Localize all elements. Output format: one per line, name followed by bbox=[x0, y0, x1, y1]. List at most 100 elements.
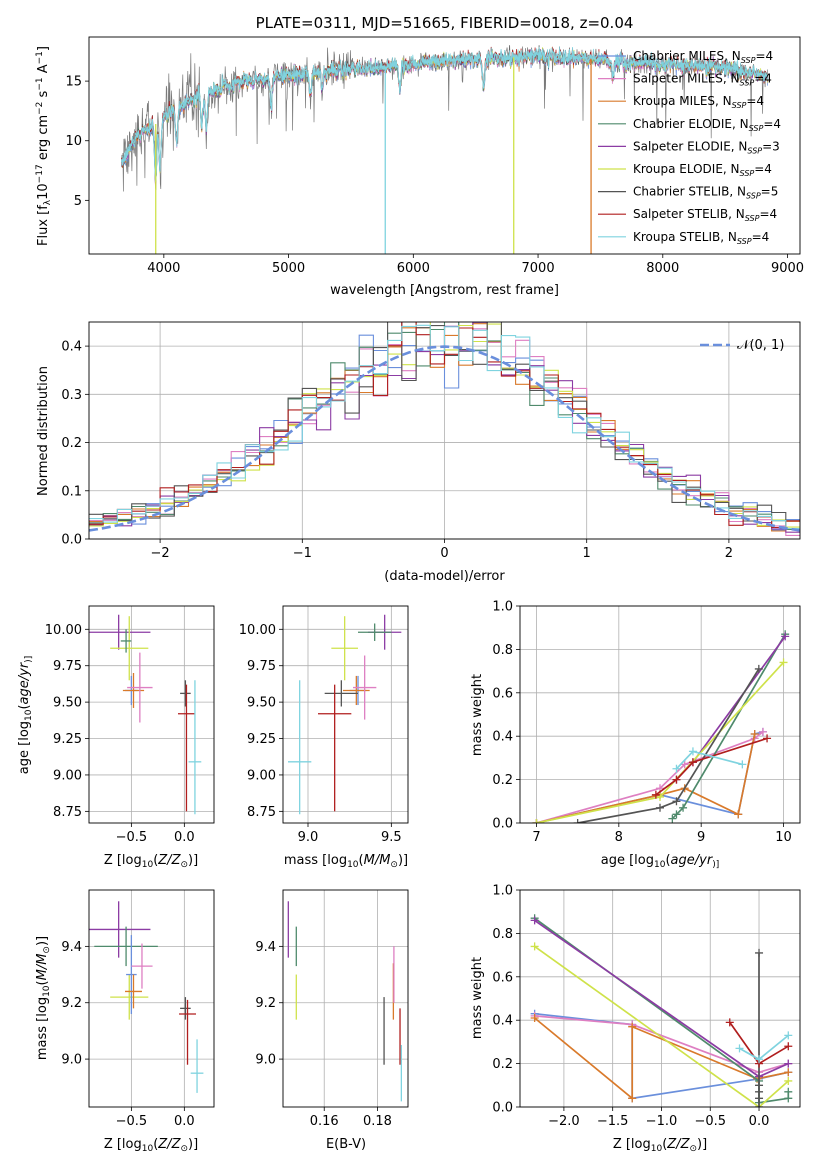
weight-series-line bbox=[534, 1015, 789, 1074]
errorbar-point bbox=[180, 997, 191, 1020]
xlabel-mass_vs_Z-part: ⊙ bbox=[180, 1144, 188, 1154]
legend-label-sub: SSP bbox=[745, 214, 760, 223]
axes-frame bbox=[519, 605, 801, 824]
plot-area bbox=[530, 914, 793, 1107]
x-tick-label: 0.18 bbox=[363, 1114, 392, 1129]
ylabel-age_vs_Z-part: ( bbox=[17, 704, 32, 709]
xlabel-age_vs_mass-part: M/M bbox=[364, 853, 391, 868]
weight-series-marker bbox=[573, 819, 582, 823]
weight-series-marker bbox=[688, 758, 697, 767]
xlabel-weight_vs_age-part: age [log bbox=[601, 853, 654, 868]
errorbar-point bbox=[358, 623, 392, 641]
spectrum-ylabel-part: s bbox=[36, 90, 51, 101]
x-tick-label: 8000 bbox=[646, 261, 679, 276]
y-tick-label: 9.0 bbox=[61, 1053, 82, 1068]
weight-series-marker bbox=[755, 1103, 764, 1107]
grid bbox=[283, 606, 408, 823]
residual-histogram-step bbox=[89, 322, 800, 531]
weight-series-marker bbox=[779, 658, 788, 667]
y-tick-label: 0.0 bbox=[492, 1101, 513, 1116]
xlabel-mass_vs_Z-part: ( bbox=[153, 1137, 158, 1152]
spectrum-ylabel-part: A bbox=[36, 64, 51, 77]
y-tick-label: 9.25 bbox=[53, 732, 82, 747]
weight-series-line bbox=[671, 633, 786, 820]
weight-series-marker bbox=[735, 1044, 744, 1053]
xlabel-age_vs_mass-part: ( bbox=[359, 853, 364, 868]
x-tick-label: 7000 bbox=[522, 261, 555, 276]
xlabel-weight_vs_Z: Z [log10(Z/Z⊙)] bbox=[613, 1137, 707, 1154]
residual-histogram-step bbox=[89, 322, 800, 529]
xlabel-mass_vs_Z-part: )] bbox=[188, 1137, 198, 1152]
ylabel-mass_vs_Z-part: ( bbox=[35, 980, 50, 985]
x-tick-label: 0.0 bbox=[749, 1114, 770, 1129]
errorbar-point bbox=[89, 614, 151, 650]
legend-label-sub: SSP bbox=[740, 79, 755, 88]
legend-label-suffix: =4 bbox=[755, 49, 773, 63]
xlabel-weight_vs_Z-part: ( bbox=[662, 1137, 667, 1152]
weight-series-marker bbox=[725, 1018, 734, 1027]
y-tick-label: 9.4 bbox=[61, 940, 82, 955]
weight-series-marker bbox=[781, 632, 790, 641]
errorbar-point bbox=[89, 901, 151, 958]
x-tick-label: −1.0 bbox=[646, 1114, 678, 1129]
x-tick-label: 8 bbox=[615, 830, 623, 845]
ylabel-age_vs_Z-part: )] bbox=[24, 656, 34, 663]
plot-area bbox=[287, 901, 403, 1102]
legend-label-name: Salpeter STELIB, N bbox=[633, 207, 745, 221]
y-tick-label: 0.3 bbox=[61, 388, 82, 403]
legend-label-suffix: =4 bbox=[763, 117, 781, 131]
x-tick-label: −0.5 bbox=[116, 830, 148, 845]
axes-residuals: −2 −1 0 1 2 0.0 0.1 0.2 0.3 0.4 bbox=[61, 321, 801, 561]
weight-series-line bbox=[675, 750, 743, 770]
weight-series bbox=[755, 948, 764, 1107]
weight-series-marker bbox=[672, 810, 681, 819]
x-tick-label: −2 bbox=[151, 546, 170, 561]
x-tick-label: 9 bbox=[697, 830, 705, 845]
weight-series-marker bbox=[784, 1087, 793, 1096]
axes-age_vs_mass: 9.0 9.5 8.75 9.00 9.25 9.50 9.75 10.00 bbox=[239, 605, 409, 845]
xlabel-mass_vs_Z: Z [log10(Z/Z⊙)] bbox=[104, 1137, 198, 1154]
x-tick-label: 4000 bbox=[147, 261, 180, 276]
xlabel-weight_vs_Z-part: ⊙ bbox=[689, 1144, 697, 1154]
x-tick-label: 0 bbox=[440, 546, 448, 561]
weight-series-marker bbox=[755, 1094, 764, 1103]
weight-series-marker bbox=[734, 810, 743, 819]
weight-series-line bbox=[675, 635, 786, 781]
y-tick-label: 8.75 bbox=[53, 805, 82, 820]
grid bbox=[520, 889, 800, 1108]
y-tick-label: 9.50 bbox=[53, 696, 82, 711]
weight-series-marker bbox=[680, 760, 689, 769]
errorbar-point bbox=[125, 974, 142, 1009]
legend-label-name: Chabrier MILES, N bbox=[633, 49, 741, 63]
y-tick-label: 1.0 bbox=[492, 884, 513, 899]
y-tick-label: 9.75 bbox=[53, 659, 82, 674]
weight-series-marker bbox=[532, 819, 541, 823]
xlabel-weight_vs_Z-part: Z/Z bbox=[666, 1137, 690, 1152]
spectrum-ylabel: Flux [fλ10−17 erg cm−2 s−1 A−1] bbox=[35, 46, 53, 246]
legend-label: Salpeter STELIB, NSSP=4 bbox=[633, 207, 777, 223]
weight-series-marker bbox=[668, 814, 677, 823]
y-tick-label: 0.2 bbox=[492, 773, 513, 788]
y-tick-label: 9.75 bbox=[247, 659, 276, 674]
spectrum-xlabel: wavelength [Angstrom, rest frame] bbox=[330, 283, 559, 298]
ylabel-mass_vs_Z-part: )] bbox=[35, 936, 50, 946]
weight-series bbox=[735, 1031, 793, 1064]
weight-series-marker bbox=[679, 803, 688, 812]
spectrum-ylabel-part: Flux [f bbox=[36, 205, 51, 246]
legend-label-suffix: =4 bbox=[759, 207, 777, 221]
weight-series-marker bbox=[651, 790, 660, 799]
weight-series-marker bbox=[656, 792, 664, 801]
weight-series-marker bbox=[784, 1031, 793, 1040]
weight-series-marker bbox=[738, 760, 747, 769]
errorbar-point bbox=[288, 680, 312, 815]
y-tick-label: 9.00 bbox=[247, 768, 276, 783]
weight-series bbox=[573, 664, 763, 823]
axes-spectrum: 4000 5000 6000 7000 8000 9000 5 10 15 bbox=[65, 36, 804, 276]
legend-label-sub: SSP bbox=[732, 101, 747, 110]
ylabel-mass_vs_Z: mass [log10(M/M⊙)] bbox=[35, 936, 52, 1060]
y-tick-label: 8.75 bbox=[247, 805, 276, 820]
spectrum-model-line bbox=[120, 49, 769, 183]
weight-series-marker bbox=[530, 1014, 539, 1023]
ylabel-weight_vs_age: mass weight bbox=[470, 674, 485, 756]
plot-area bbox=[532, 630, 790, 823]
